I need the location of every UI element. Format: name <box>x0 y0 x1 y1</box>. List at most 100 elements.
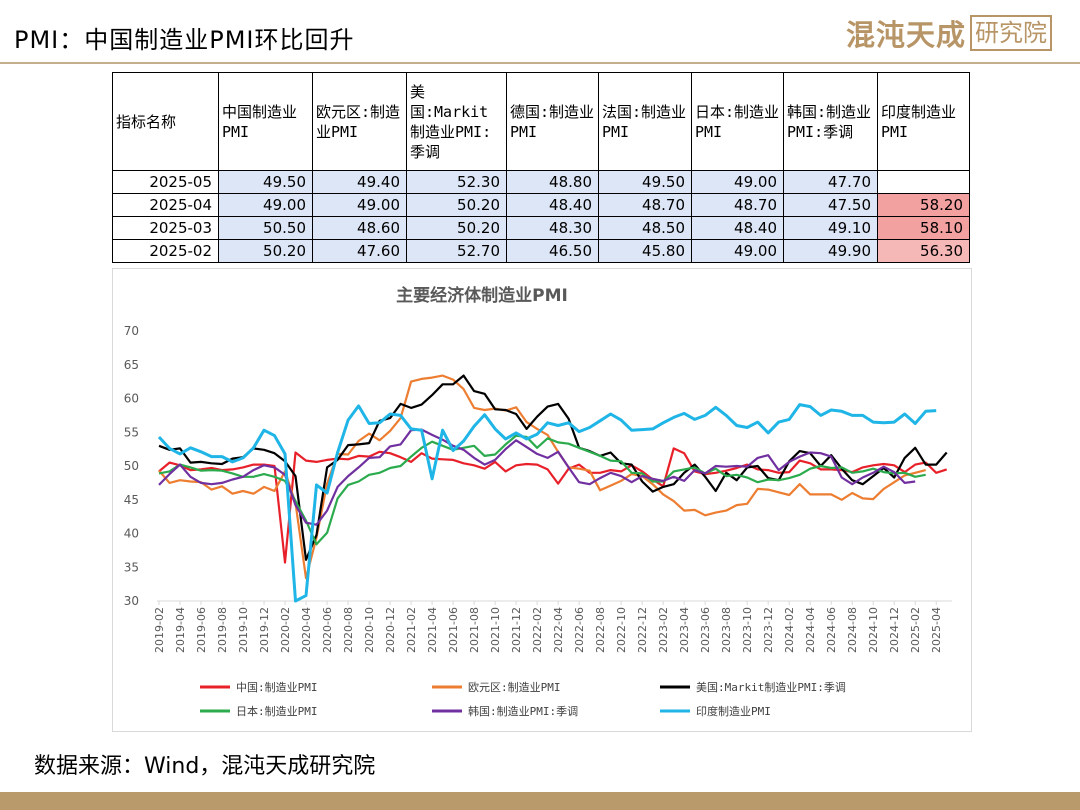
x-tick-label: 2022-02 <box>531 607 544 653</box>
x-tick-label: 2022-08 <box>594 607 607 653</box>
table-row: 2025-04 49.00 49.00 50.20 48.40 48.70 48… <box>112 193 970 217</box>
x-tick-label: 2023-10 <box>741 607 754 653</box>
x-tick-label: 2023-04 <box>678 607 691 653</box>
table-cell: 58.10 <box>877 216 970 240</box>
table-header-cell: 欧元区:制造业PMI <box>312 72 407 171</box>
table-cell: 48.40 <box>691 216 784 240</box>
table-cell: 58.20 <box>877 193 970 217</box>
table-cell: 52.70 <box>406 239 507 263</box>
table-cell: 49.00 <box>691 239 784 263</box>
x-tick-label: 2024-02 <box>783 607 796 653</box>
table-cell: 48.40 <box>506 193 599 217</box>
table-cell: 49.00 <box>312 193 407 217</box>
table-cell: 48.70 <box>598 193 692 217</box>
table-header-cell: 美国:Markit制造业PMI:季调 <box>406 72 507 171</box>
logo-box: 研究院 <box>970 15 1053 51</box>
table-cell: 47.60 <box>312 239 407 263</box>
table-cell: 50.20 <box>218 239 313 263</box>
x-tick-label: 2021-10 <box>489 607 502 653</box>
x-tick-label: 2019-08 <box>216 607 229 653</box>
table-cell: 49.50 <box>598 170 692 194</box>
table-cell: 49.50 <box>218 170 313 194</box>
table-cell: 48.50 <box>598 216 692 240</box>
table-cell: 50.20 <box>406 216 507 240</box>
x-tick-label: 2023-06 <box>699 607 712 653</box>
table-cell-date: 2025-03 <box>112 216 219 240</box>
x-tick-label: 2019-10 <box>237 607 250 653</box>
x-tick-label: 2021-06 <box>447 607 460 653</box>
y-tick-label: 50 <box>124 459 139 473</box>
table-header-cell: 印度制造业PMI <box>877 72 970 171</box>
x-tick-label: 2021-02 <box>405 607 418 653</box>
y-tick-label: 30 <box>124 594 139 608</box>
pmi-line-chart: 主要经济体制造业PMI 30 35 40 45 50 55 60 65 70 2019-02 2019… <box>112 268 972 732</box>
x-tick-label: 2024-12 <box>888 607 901 653</box>
x-tick-label: 2023-08 <box>720 607 733 653</box>
y-tick-label: 70 <box>124 324 139 338</box>
x-tick-label: 2023-02 <box>657 607 670 653</box>
table-cell-date: 2025-05 <box>112 170 219 194</box>
x-tick-label: 2019-04 <box>174 607 187 653</box>
table-header-row: 指标名称 中国制造业PMI 欧元区:制造业PMI 美国:Markit制造业PMI… <box>112 72 970 171</box>
legend-label: 日本:制造业PMI <box>236 704 318 718</box>
legend-label: 中国:制造业PMI <box>236 680 318 694</box>
data-source-note: 数据来源：Wind，混沌天成研究院 <box>34 754 376 779</box>
table-row: 2025-02 50.20 47.60 52.70 46.50 45.80 49… <box>112 239 970 263</box>
x-tick-label: 2024-06 <box>825 607 838 653</box>
x-tick-label: 2021-12 <box>510 607 523 653</box>
y-tick-label: 60 <box>124 392 139 406</box>
x-tick-label: 2020-04 <box>300 607 313 653</box>
table-row: 2025-03 50.50 48.60 50.20 48.30 48.50 48… <box>112 216 970 240</box>
legend-label: 印度制造业PMI <box>696 704 771 718</box>
table-cell: 49.00 <box>218 193 313 217</box>
x-tick-label: 2025-02 <box>909 607 922 653</box>
table-header-cell: 指标名称 <box>112 72 219 171</box>
table-header-cell: 日本:制造业PMI <box>691 72 784 171</box>
y-tick-label: 35 <box>124 560 139 574</box>
table-cell: 46.50 <box>506 239 599 263</box>
table-row: 2025-05 49.50 49.40 52.30 48.80 49.50 49… <box>112 170 970 194</box>
legend-label: 韩国:制造业PMI:季调 <box>468 704 578 718</box>
table-cell: 48.30 <box>506 216 599 240</box>
table-cell: 47.50 <box>783 193 878 217</box>
footer-bar <box>0 792 1080 810</box>
x-tick-label: 2021-08 <box>468 607 481 653</box>
y-tick-label: 45 <box>124 493 139 507</box>
legend-label: 美国:Markit制造业PMI:季调 <box>696 680 846 694</box>
x-tick-label: 2025-04 <box>930 607 943 653</box>
pmi-table: 指标名称 中国制造业PMI 欧元区:制造业PMI 美国:Markit制造业PMI… <box>112 72 970 263</box>
table-cell-date: 2025-04 <box>112 193 219 217</box>
table-header-cell: 法国:制造业PMI <box>598 72 692 171</box>
x-tick-label: 2024-10 <box>867 607 880 653</box>
table-cell: 47.70 <box>783 170 878 194</box>
table-header-cell: 中国制造业PMI <box>218 72 313 171</box>
table-cell: 48.60 <box>312 216 407 240</box>
x-tick-label: 2022-10 <box>615 607 628 653</box>
table-header-cell: 韩国:制造业PMI:季调 <box>783 72 878 171</box>
table-cell: 49.40 <box>312 170 407 194</box>
series-line <box>158 374 948 561</box>
x-tick-label: 2020-10 <box>363 607 376 653</box>
table-cell: 49.00 <box>691 170 784 194</box>
table-cell: 52.30 <box>406 170 507 194</box>
x-tick-label: 2024-04 <box>804 607 817 653</box>
y-tick-label: 55 <box>124 425 139 439</box>
x-tick-label: 2022-12 <box>636 607 649 653</box>
x-tick-label: 2020-02 <box>279 607 292 653</box>
x-tick-label: 2024-08 <box>846 607 859 653</box>
y-tick-label: 65 <box>124 358 139 372</box>
y-tick-label: 40 <box>124 527 139 541</box>
chart-title: 主要经济体制造业PMI <box>396 285 568 306</box>
header-divider <box>0 62 1080 64</box>
table-cell: 48.80 <box>506 170 599 194</box>
x-tick-label: 2019-12 <box>258 607 271 653</box>
x-tick-label: 2023-12 <box>762 607 775 653</box>
legend-label: 欧元区:制造业PMI <box>468 680 561 694</box>
table-cell-date: 2025-02 <box>112 239 219 263</box>
x-tick-label: 2019-02 <box>153 607 166 653</box>
table-cell: 45.80 <box>598 239 692 263</box>
x-tick-label: 2022-04 <box>552 607 565 653</box>
table-cell: 49.10 <box>783 216 878 240</box>
x-tick-label: 2020-06 <box>321 607 334 653</box>
x-tick-label: 2020-08 <box>342 607 355 653</box>
